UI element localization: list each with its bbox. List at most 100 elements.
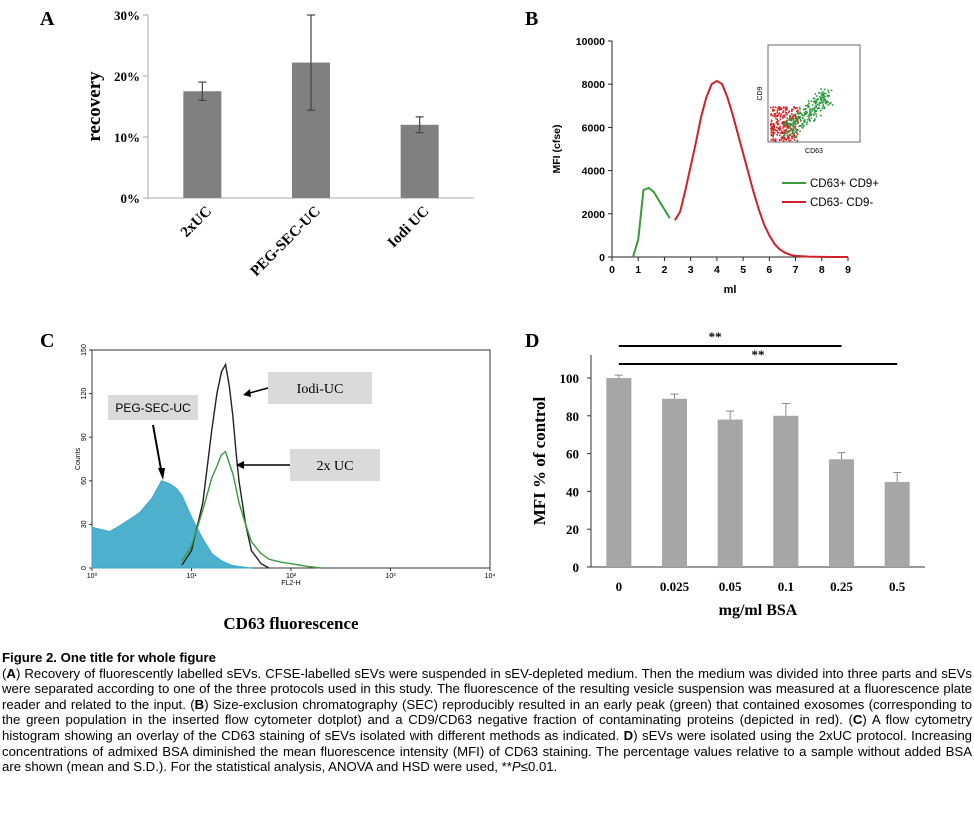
- b-inset-dot-green: [787, 122, 790, 125]
- b-inset-dot-green: [827, 89, 829, 92]
- b-inset-dot-green: [807, 105, 810, 108]
- d-bar: [662, 398, 687, 567]
- d-category-label: 0.5: [889, 579, 906, 594]
- b-inset-dot-red: [780, 114, 782, 117]
- b-inset-dot-red: [782, 127, 784, 129]
- b-inset-dot-green: [824, 95, 827, 98]
- b-inset-dot-green: [815, 106, 817, 108]
- b-inset-dot-red: [778, 108, 781, 111]
- caption-text-segment: ) Recovery of fluorescently labelled sEV…: [2, 665, 972, 712]
- b-legend-label: CD63+ CD9+: [810, 178, 879, 190]
- b-inset-dot-green: [796, 111, 799, 114]
- d-category-label: 0.05: [719, 579, 742, 594]
- b-x-tick-label: 5: [740, 264, 746, 276]
- b-inset-dot-green: [815, 99, 818, 102]
- b-inset-dot-red: [782, 122, 785, 125]
- c-x-tick-label: 10²: [286, 573, 297, 580]
- b-inset-dot-green: [799, 125, 802, 127]
- b-inset-dot-red: [784, 114, 786, 116]
- b-inset-dot-green: [796, 118, 799, 120]
- b-inset-dot-red: [792, 119, 795, 121]
- b-inset-dot-red: [776, 109, 779, 112]
- b-inset-dot-green: [813, 107, 816, 110]
- b-inset-dot-green: [789, 115, 792, 118]
- b-inset-dot-green: [804, 119, 806, 121]
- b-inset-dot-green: [810, 113, 813, 116]
- b-inset-dot-red: [785, 106, 787, 108]
- b-inset-dot-green: [824, 98, 827, 101]
- b-inset-dot-red: [771, 114, 774, 117]
- b-inset-dot-green: [798, 125, 800, 127]
- panel-letter-a: A: [40, 8, 55, 30]
- b-inset-dot-green: [830, 102, 832, 104]
- b-inset-x-label: CD63: [805, 148, 823, 155]
- d-y-tick-label: 80: [566, 409, 579, 424]
- b-inset-dot-green: [791, 124, 793, 126]
- c-x-axis-label: FL2-H: [281, 580, 300, 587]
- b-inset-dot-red: [770, 120, 773, 123]
- d-y-tick-label: 100: [560, 371, 580, 386]
- b-inset-dot-green: [809, 110, 811, 113]
- b-inset-dot-red: [782, 125, 785, 127]
- b-inset-dot-red: [774, 106, 777, 109]
- b-inset-dot-red: [785, 139, 788, 141]
- b-inset-dot-green: [814, 101, 817, 104]
- caption-text-segment: A: [6, 665, 16, 681]
- b-inset-dot-red: [783, 129, 786, 132]
- a-y-tick-label: 0%: [121, 191, 141, 206]
- c-annotation-box: [108, 395, 198, 420]
- b-inset-dot-red: [772, 128, 775, 130]
- b-inset-dot-red: [785, 108, 788, 111]
- b-inset-dot-red: [770, 119, 773, 122]
- b-inset-dot-red: [772, 137, 774, 140]
- b-x-tick-label: 0: [609, 264, 615, 276]
- b-inset-dot-red: [770, 113, 773, 115]
- b-inset-dot-green: [784, 122, 786, 124]
- b-inset-dot-green: [827, 91, 830, 94]
- b-inset-dot-red: [785, 128, 787, 131]
- b-inset-dot-red: [784, 131, 787, 134]
- b-inset-dot-green: [795, 123, 797, 126]
- caption-text-segment: D: [623, 727, 634, 743]
- b-inset-dot-red: [796, 119, 799, 121]
- b-inset-dot-red: [780, 138, 783, 141]
- b-inset-dot-red: [779, 106, 782, 109]
- b-inset-dot-red: [794, 107, 797, 110]
- b-inset-dot-red: [773, 132, 776, 134]
- c-y-tick-label: 90: [81, 433, 88, 441]
- c-y-tick-label: 120: [81, 388, 88, 400]
- panel-letter-d: D: [525, 330, 539, 352]
- b-inset-dot-green: [796, 117, 798, 119]
- caption-text-segment: ) sEVs were isolated using the 2xUC prot…: [2, 727, 972, 775]
- b-inset-dot-green: [790, 127, 793, 130]
- b-inset-dot-green: [805, 123, 808, 125]
- b-inset-dot-green: [788, 134, 791, 136]
- b-inset-dot-green: [805, 107, 807, 110]
- b-inset-dot-green: [789, 127, 792, 129]
- b-inset-dot-green: [827, 101, 829, 103]
- b-inset-dot-red: [778, 106, 780, 108]
- b-inset-dot-green: [815, 105, 818, 107]
- b-inset-dot-red: [773, 109, 775, 112]
- b-inset-dot-red: [788, 137, 791, 139]
- b-inset-dot-red: [770, 123, 772, 126]
- b-inset-dot-green: [831, 104, 834, 106]
- b-inset-dot-green: [804, 110, 807, 113]
- a-y-tick-label: 30%: [114, 8, 140, 23]
- b-inset-dot-red: [772, 108, 774, 111]
- b-inset-dot-green: [826, 94, 829, 97]
- b-inset-dot-red: [790, 129, 792, 131]
- a-category-label: PEG-SEC-UC: [248, 204, 324, 280]
- b-inset-dot-red: [793, 135, 796, 137]
- b-inset-dot-green: [793, 122, 796, 124]
- b-inset-dot-green: [793, 123, 796, 125]
- caption-text-segment: ≤0.01.: [520, 759, 558, 775]
- b-inset-dot-green: [793, 120, 796, 123]
- b-inset-dot-green: [801, 122, 804, 125]
- c-series-line-1: [181, 362, 270, 569]
- b-inset-dot-red: [789, 139, 792, 142]
- b-inset-dot-green: [821, 101, 824, 104]
- b-inset-dot-red: [775, 117, 777, 120]
- b-inset-dot-red: [770, 106, 772, 109]
- b-inset-dot-green: [817, 98, 820, 101]
